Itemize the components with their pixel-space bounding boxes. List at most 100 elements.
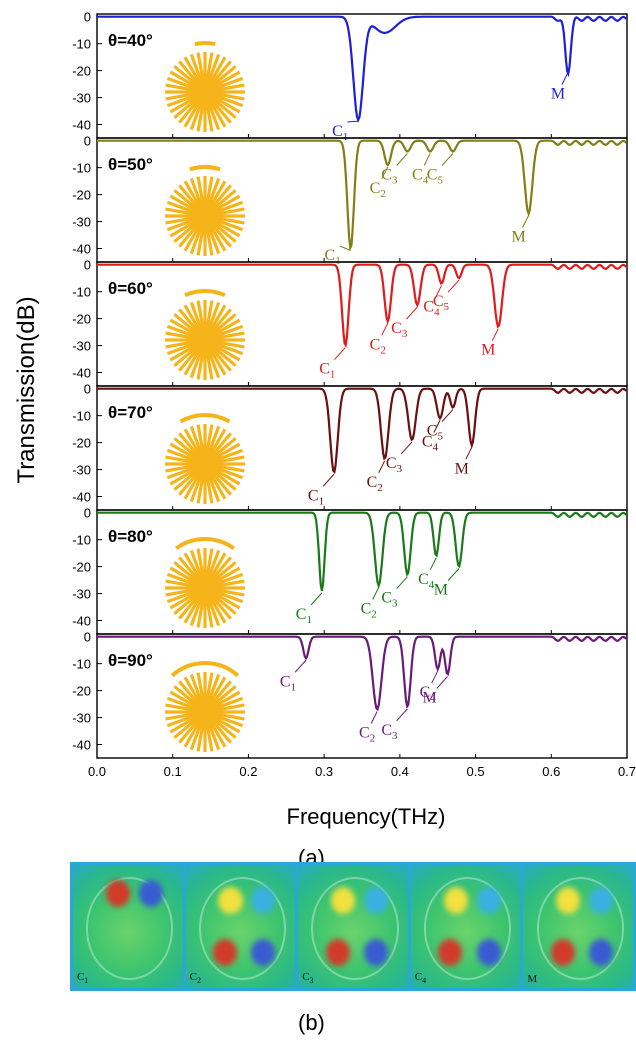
spoke — [166, 572, 193, 585]
mode-arrow — [310, 592, 323, 606]
field-lobe — [138, 879, 163, 907]
spoke — [189, 600, 202, 627]
field-lobe — [325, 938, 350, 966]
spoke — [178, 597, 198, 620]
spoke — [165, 207, 192, 216]
mode-label: C1 — [280, 673, 296, 693]
spoke — [205, 601, 214, 628]
field-map-5: M — [523, 865, 633, 988]
field-map-label: C3 — [302, 970, 314, 985]
mode-label: M — [434, 582, 448, 599]
hub — [190, 325, 220, 355]
spoke — [166, 448, 193, 461]
spoke — [178, 225, 198, 248]
spoke — [178, 556, 198, 579]
panel-frame — [96, 633, 628, 759]
mode-label: C1 — [296, 606, 312, 626]
spoke — [166, 95, 193, 108]
field-map-label: M — [527, 973, 538, 985]
spoke — [210, 723, 227, 748]
mode-arrow — [436, 676, 448, 689]
spoke — [212, 597, 232, 620]
spoke — [217, 76, 244, 89]
spoke — [189, 476, 202, 503]
arc — [170, 661, 240, 678]
spoke — [216, 345, 241, 362]
y-axis-label: Transmission(dB) — [13, 296, 40, 483]
mode-arrow — [406, 306, 418, 320]
mode-arrow — [491, 328, 499, 341]
spoke — [166, 324, 193, 337]
field-lobe — [218, 887, 243, 915]
mode-label: C5 — [433, 293, 450, 313]
field-lobe — [476, 938, 501, 966]
sun-structure-icon — [165, 537, 245, 628]
spoke — [218, 464, 245, 473]
spoke — [196, 52, 205, 79]
spoke — [208, 476, 221, 503]
spoke — [173, 471, 196, 491]
mode-label: C5 — [427, 166, 444, 186]
spoke — [196, 601, 205, 628]
caption-b: (b) — [298, 1010, 325, 1035]
field-ring — [86, 877, 174, 980]
field-lobe — [212, 938, 238, 966]
y-tick-label: -10 — [72, 657, 91, 672]
field-lobe — [105, 879, 130, 907]
spoke — [210, 304, 227, 329]
mode-label: M — [455, 460, 469, 477]
mode-label: C3 — [391, 320, 408, 340]
field-map-1: C1 — [73, 865, 183, 988]
spoke — [189, 724, 202, 751]
spoke — [214, 313, 237, 333]
arc — [184, 289, 226, 298]
hub — [190, 201, 220, 231]
spoke — [183, 180, 200, 205]
series-line — [97, 139, 627, 252]
y-tick-label: -20 — [72, 188, 91, 203]
spoke — [218, 703, 245, 712]
arc — [189, 165, 221, 172]
field-map-2: C2 — [185, 865, 296, 988]
spoke — [212, 721, 232, 744]
mode-arrow — [334, 347, 346, 360]
spoke — [208, 673, 221, 700]
theta-label: θ=50° — [108, 155, 153, 174]
spoke — [205, 725, 214, 752]
spoke — [173, 561, 196, 581]
spoke — [183, 56, 200, 81]
mode-arrow — [400, 441, 413, 455]
spoke — [212, 473, 232, 496]
spoke — [165, 712, 192, 721]
mode-arrow — [433, 420, 441, 433]
spoke — [178, 308, 198, 331]
mode-arrow — [322, 473, 335, 487]
spoke — [183, 304, 200, 329]
y-tick-label: -10 — [72, 285, 91, 300]
mode-label: C2 — [370, 336, 386, 356]
spoke — [205, 424, 214, 451]
spoke — [217, 343, 244, 356]
spoke — [183, 599, 200, 624]
arc — [194, 41, 216, 47]
spoke — [214, 471, 237, 491]
spoke — [165, 464, 192, 473]
y-tick-label: -10 — [72, 37, 91, 52]
spoke — [217, 715, 244, 728]
field-map-4: C4 — [410, 865, 521, 988]
mode-arrow — [423, 153, 431, 166]
mode-arrow — [294, 659, 307, 673]
spoke — [216, 593, 241, 610]
spoke — [218, 83, 245, 92]
spoke — [165, 455, 192, 464]
spoke — [169, 194, 194, 211]
sun-structure-icon — [165, 41, 245, 132]
spoke — [218, 340, 245, 349]
spoke — [212, 680, 232, 703]
spoke — [189, 673, 202, 700]
spoke — [214, 561, 237, 581]
mode-label: C3 — [381, 590, 398, 610]
spoke — [210, 475, 227, 500]
spoke — [183, 723, 200, 748]
hub — [190, 697, 220, 727]
